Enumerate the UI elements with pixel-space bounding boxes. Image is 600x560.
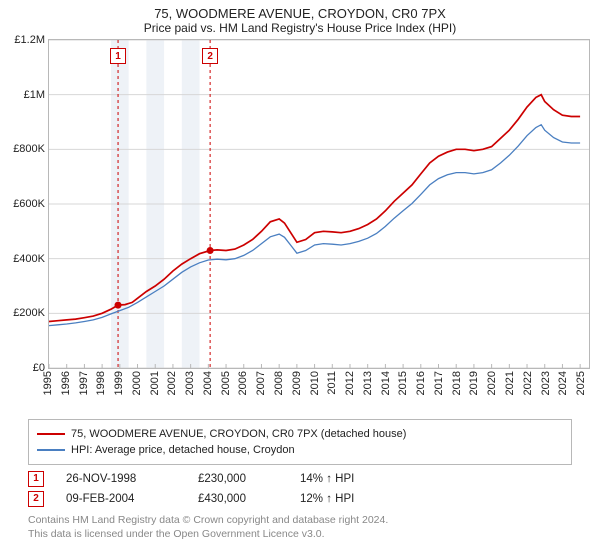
x-axis-label: 2025	[575, 371, 587, 395]
sale-marker-price: £230,000	[198, 469, 278, 489]
x-axis-label: 2016	[415, 371, 427, 395]
chart-container: 75, WOODMERE AVENUE, CROYDON, CR0 7PX Pr…	[0, 0, 600, 541]
x-axis-label: 2006	[237, 371, 249, 395]
legend-swatch	[37, 433, 65, 435]
sale-marker-row: 2 09-FEB-2004 £430,000 12% ↑ HPI	[28, 489, 572, 509]
x-axis-label: 1996	[60, 371, 72, 395]
x-axis-ticks: 1995199619971998199920002001200220032004…	[48, 369, 590, 413]
x-axis-label: 2012	[344, 371, 356, 395]
x-axis-label: 2021	[504, 371, 516, 395]
x-axis-label: 2000	[131, 371, 143, 395]
sale-marker-date: 26-NOV-1998	[66, 469, 176, 489]
x-axis-label: 2017	[433, 371, 445, 395]
x-axis-label: 1997	[78, 371, 90, 395]
sale-marker-delta: 14% ↑ HPI	[300, 469, 380, 489]
y-axis-label: £200K	[13, 307, 49, 319]
x-axis-label: 2018	[451, 371, 463, 395]
plot-svg	[49, 40, 589, 368]
y-axis-label: £400K	[13, 253, 49, 265]
x-axis-label: 2014	[380, 371, 392, 395]
footer-line: Contains HM Land Registry data © Crown c…	[28, 513, 572, 527]
sale-marker-price: £430,000	[198, 489, 278, 509]
x-axis-label: 2003	[184, 371, 196, 395]
legend-swatch	[37, 449, 65, 451]
sale-marker-badge: 2	[28, 491, 44, 507]
x-axis-label: 2022	[522, 371, 534, 395]
legend-item: HPI: Average price, detached house, Croy…	[37, 442, 563, 458]
sale-markers-table: 1 26-NOV-1998 £230,000 14% ↑ HPI 2 09-FE…	[28, 469, 572, 509]
x-axis-label: 2023	[540, 371, 552, 395]
legend-item: 75, WOODMERE AVENUE, CROYDON, CR0 7PX (d…	[37, 426, 563, 442]
x-axis-label: 1998	[95, 371, 107, 395]
x-axis-label: 2004	[202, 371, 214, 395]
chart-subtitle: Price paid vs. HM Land Registry's House …	[0, 21, 600, 39]
plot-area: £0£200K£400K£600K£800K£1M£1.2M12	[48, 39, 590, 369]
sale-marker-date: 09-FEB-2004	[66, 489, 176, 509]
y-axis-label: £600K	[13, 198, 49, 210]
chart-marker-badge: 2	[202, 48, 218, 64]
x-axis-label: 2011	[326, 371, 338, 395]
x-axis-label: 2015	[397, 371, 409, 395]
footer: Contains HM Land Registry data © Crown c…	[28, 513, 572, 541]
x-axis-label: 2013	[362, 371, 374, 395]
footer-line: This data is licensed under the Open Gov…	[28, 527, 572, 541]
x-axis-label: 2019	[468, 371, 480, 395]
y-axis-label: £800K	[13, 143, 49, 155]
x-axis-label: 1999	[113, 371, 125, 395]
sale-marker-delta: 12% ↑ HPI	[300, 489, 380, 509]
x-axis-label: 2002	[166, 371, 178, 395]
y-axis-label: £1M	[24, 89, 49, 101]
y-axis-label: £1.2M	[14, 34, 49, 46]
x-axis-label: 2010	[309, 371, 321, 395]
x-axis-label: 2009	[291, 371, 303, 395]
legend-label: HPI: Average price, detached house, Croy…	[71, 442, 295, 458]
x-axis-label: 2020	[486, 371, 498, 395]
x-axis-label: 2001	[149, 371, 161, 395]
legend: 75, WOODMERE AVENUE, CROYDON, CR0 7PX (d…	[28, 419, 572, 465]
x-axis-label: 2007	[255, 371, 267, 395]
x-axis-label: 2005	[220, 371, 232, 395]
legend-label: 75, WOODMERE AVENUE, CROYDON, CR0 7PX (d…	[71, 426, 406, 442]
x-axis-label: 2024	[557, 371, 569, 395]
x-axis-label: 2008	[273, 371, 285, 395]
sale-marker-badge: 1	[28, 471, 44, 487]
chart-title: 75, WOODMERE AVENUE, CROYDON, CR0 7PX	[0, 0, 600, 21]
x-axis-label: 1995	[42, 371, 54, 395]
sale-marker-row: 1 26-NOV-1998 £230,000 14% ↑ HPI	[28, 469, 572, 489]
chart-marker-badge: 1	[110, 48, 126, 64]
